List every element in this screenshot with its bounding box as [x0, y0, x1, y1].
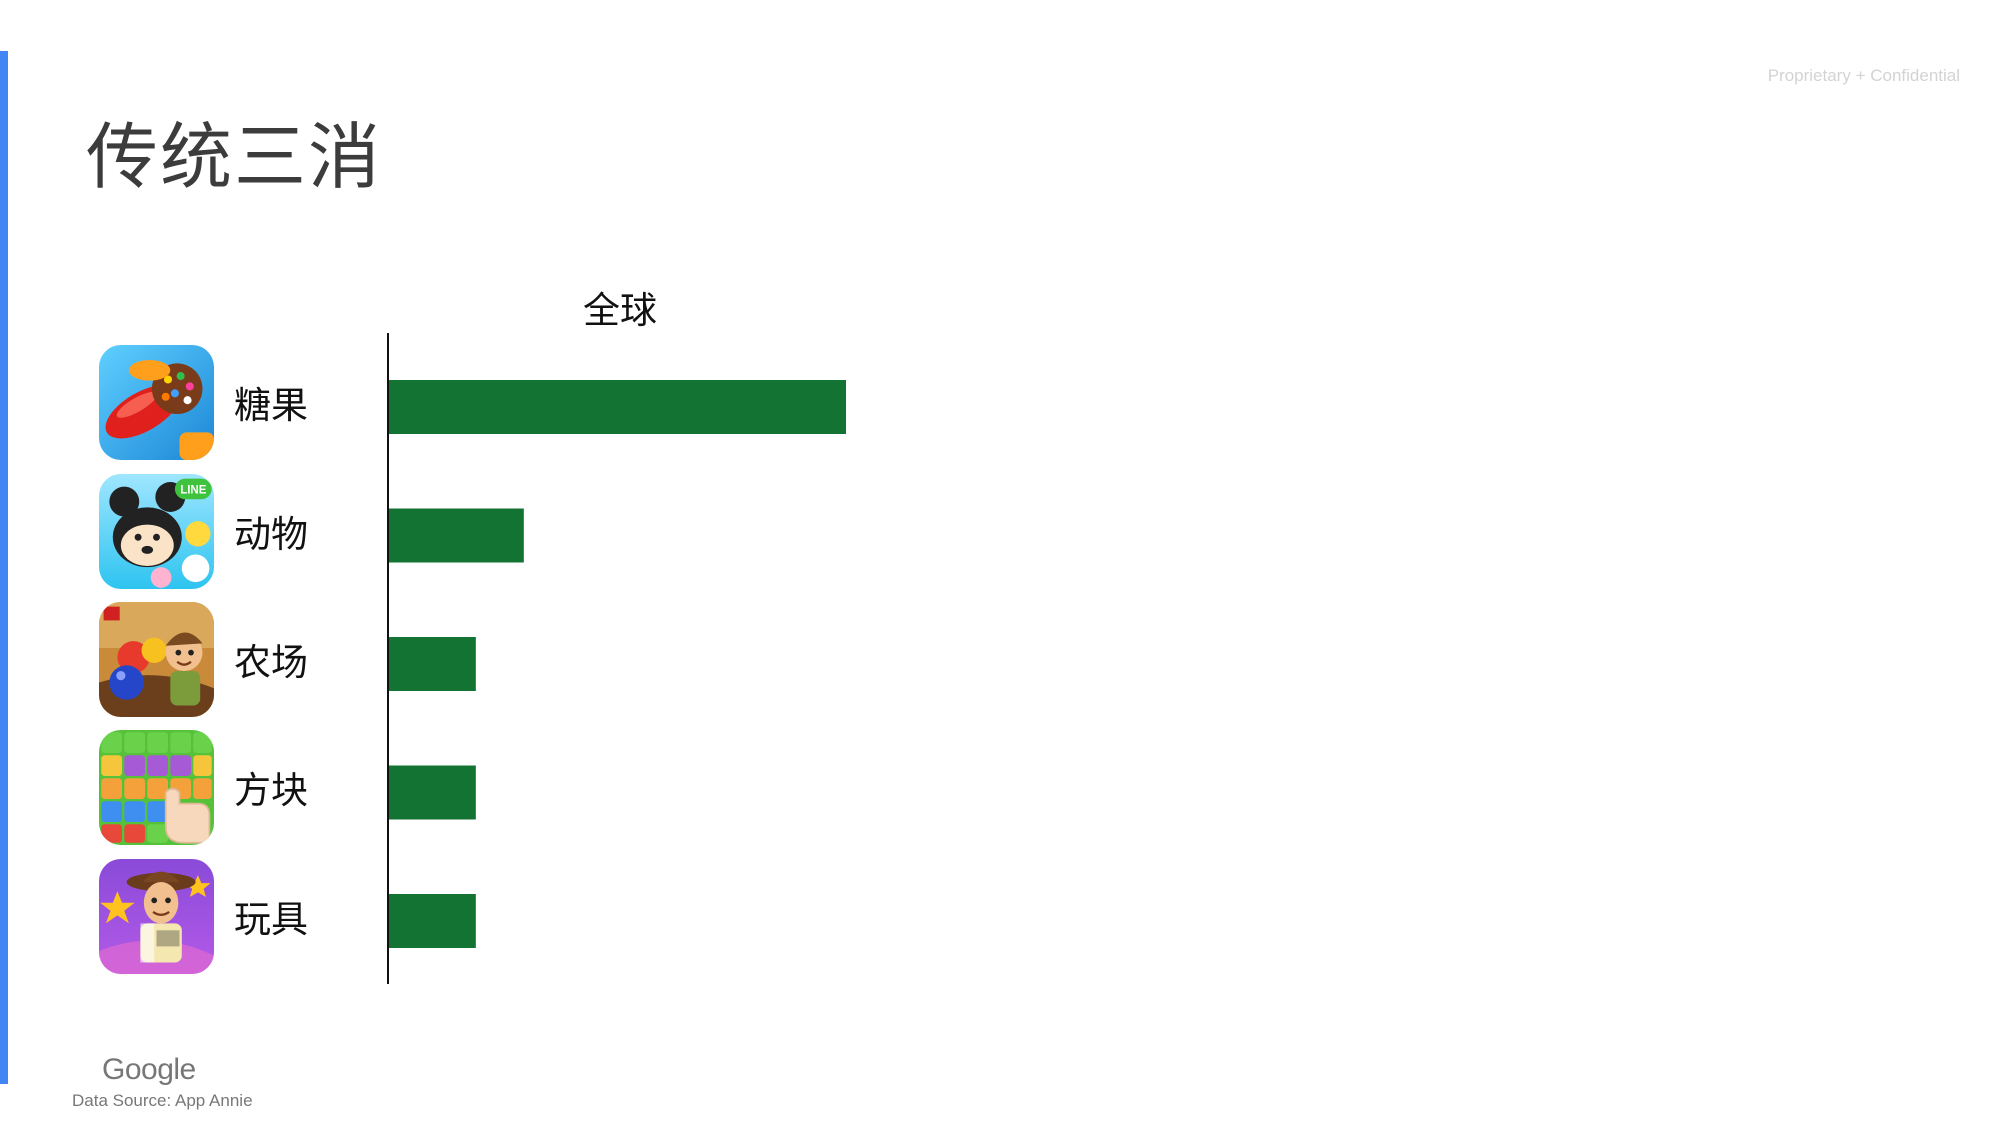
toy-story-app-icon — [99, 858, 214, 974]
data-source-note: Data Source: App Annie — [72, 1091, 253, 1110]
chart-title: 全球 — [583, 289, 657, 332]
confidential-label: Proprietary + Confidential — [1767, 66, 1960, 85]
category-row-farm: 农场 — [99, 601, 308, 717]
bar-candy — [389, 380, 846, 434]
bar-toy — [389, 894, 476, 948]
farm-heroes-app-icon — [99, 601, 214, 717]
category-row-candy: 糖果 — [99, 344, 308, 460]
category-label-block: 方块 — [234, 769, 308, 812]
bar-farm — [389, 637, 476, 691]
block-puzzle-app-icon — [99, 729, 214, 845]
category-label-farm: 农场 — [234, 641, 308, 684]
candy-crush-app-icon — [99, 344, 214, 460]
category-row-toy: 玩具 — [99, 858, 308, 974]
tsum-tsum-app-icon: LINE — [99, 473, 214, 589]
category-row-block: 方块 — [99, 729, 308, 845]
google-logo: Google — [102, 1053, 196, 1086]
category-row-animal: LINE 动物 — [99, 473, 308, 589]
category-label-candy: 糖果 — [234, 384, 308, 427]
bar-block — [389, 765, 476, 820]
category-label-animal: 动物 — [234, 513, 308, 556]
category-label-toy: 玩具 — [234, 898, 308, 941]
svg-text:LINE: LINE — [180, 484, 207, 496]
page-title: 传统三消 — [86, 115, 383, 199]
bar-animal — [389, 508, 524, 563]
accent-bar — [0, 51, 8, 1084]
